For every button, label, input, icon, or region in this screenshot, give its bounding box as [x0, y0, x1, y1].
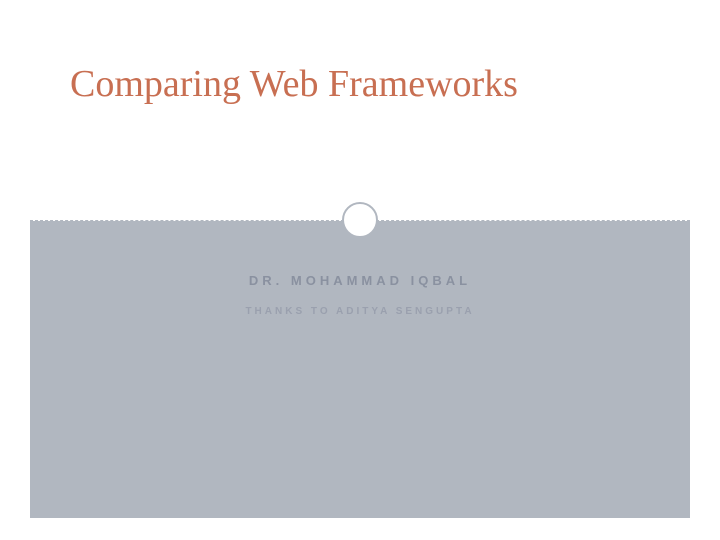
bottom-section: DR. MOHAMMAD IQBAL THANKS TO ADITYA SENG…: [30, 221, 690, 518]
slide: Comparing Web Frameworks DR. MOHAMMAD IQ…: [0, 0, 720, 540]
author-name: DR. MOHAMMAD IQBAL: [30, 273, 690, 288]
top-section: Comparing Web Frameworks: [0, 0, 720, 220]
slide-title: Comparing Web Frameworks: [70, 62, 650, 106]
circle-icon: [342, 202, 378, 238]
credit-line: THANKS TO ADITYA SENGUPTA: [30, 306, 690, 317]
